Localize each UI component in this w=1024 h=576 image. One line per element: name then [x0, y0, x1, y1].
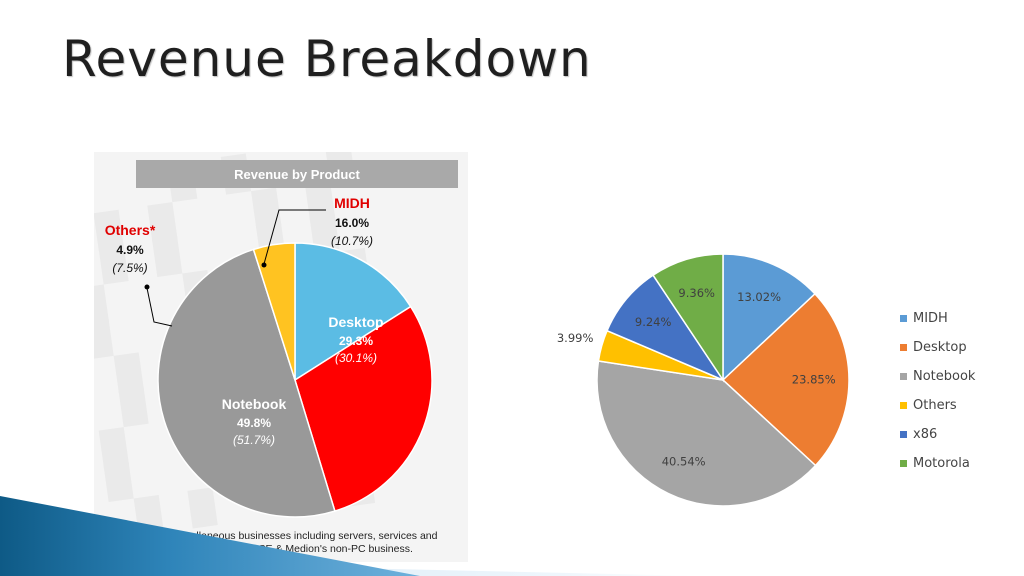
desktop-value: 29.3%: [339, 334, 373, 348]
desktop-prior: (30.1%): [335, 351, 377, 365]
midh-leader-line: [263, 209, 326, 265]
right-slice-notebook: [596, 360, 817, 507]
midh-value: 16.0%: [335, 216, 369, 230]
legend-item-notebook: Notebook: [900, 362, 975, 391]
right-data-label-others: 3.99%: [557, 331, 594, 345]
right-data-label-notebook: 40.54%: [662, 455, 706, 469]
left-pie-chart: MIDH 16.0% (10.7%) Others* 4.9% (7.5%) D…: [105, 195, 433, 518]
legend-swatch-notebook: [900, 373, 907, 380]
right-pie-chart: 13.02% 23.85% 40.54% 3.99% 9.24% 9.36%: [557, 253, 850, 507]
others-leader-line: [146, 287, 173, 327]
revenue-by-product-panel: ▚ ▞ ▚ ▞ ▞ ▚ ▞ ▚ ▚ ▞ ▚ ▞ ▞ ▚ ▞ ▚ ▚ ▞ ▚ ▞ …: [94, 152, 468, 562]
legend-swatch-x86: [900, 431, 907, 438]
legend-item-motorola: Motorola: [900, 449, 975, 478]
right-data-label-desktop: 23.85%: [792, 373, 836, 387]
notebook-label: Notebook: [222, 396, 287, 412]
midh-leader-dot: [261, 262, 267, 268]
left-slice-notebook: [157, 248, 336, 518]
legend-label-others: Others: [913, 398, 957, 413]
legend-label-motorola: Motorola: [913, 456, 970, 471]
others-leader-dot: [144, 284, 150, 290]
left-slice-midh: [294, 242, 412, 382]
right-data-label-x86: 9.24%: [635, 315, 672, 329]
legend-item-desktop: Desktop: [900, 333, 975, 362]
slide-title: Revenue Breakdown: [62, 30, 592, 88]
others-label: Others*: [105, 222, 156, 238]
left-slice-others: [252, 242, 296, 381]
legend-label-midh: MIDH: [913, 311, 948, 326]
legend-label-notebook: Notebook: [913, 369, 976, 384]
legend-label-x86: x86: [913, 427, 938, 442]
legend-item-x86: x86: [900, 420, 975, 449]
right-slice-midh: [722, 253, 817, 382]
legend-item-midh: MIDH: [900, 304, 975, 333]
left-slice-desktop: [294, 305, 433, 513]
notebook-prior: (51.7%): [233, 433, 275, 447]
legend-swatch-midh: [900, 315, 907, 322]
notebook-value: 49.8%: [237, 416, 271, 430]
desktop-label: Desktop: [328, 314, 383, 330]
others-prior: (7.5%): [112, 261, 147, 275]
legend-swatch-desktop: [900, 344, 907, 351]
right-data-label-midh: 13.02%: [737, 290, 781, 304]
legend-swatch-others: [900, 402, 907, 409]
right-slice-motorola: [652, 253, 724, 383]
right-data-label-motorola: 9.36%: [678, 286, 715, 300]
others-value: 4.9%: [116, 243, 144, 257]
legend-item-others: Others: [900, 391, 975, 420]
right-slice-desktop: [721, 292, 850, 467]
right-chart-legend: MIDH Desktop Notebook Others x86 Motorol…: [900, 304, 975, 478]
legend-swatch-motorola: [900, 460, 907, 467]
legend-label-desktop: Desktop: [913, 340, 967, 355]
midh-label: MIDH: [334, 195, 370, 211]
panel-header: Revenue by Product: [136, 160, 458, 188]
midh-prior: (10.7%): [331, 234, 373, 248]
